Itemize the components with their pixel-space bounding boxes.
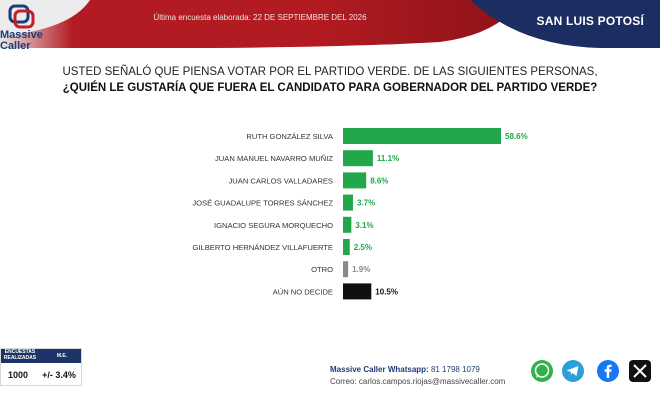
value-label: 3.7% <box>357 199 375 208</box>
whatsapp-icon[interactable] <box>530 359 554 383</box>
surveys-count: 1000 <box>7 370 29 380</box>
sample-table-header: ENCUESTAS REALIZADAS M.E. <box>1 349 81 363</box>
category-label: JUAN MANUEL NAVARRO MUÑIZ <box>215 154 333 163</box>
brand-name: Massive Caller <box>0 30 43 52</box>
bar <box>343 150 373 167</box>
bar-chart: RUTH GONZÁLEZ SILVA 58.6% JUAN MANUEL NAVA… <box>192 128 528 300</box>
category-label: OTRO <box>311 265 333 274</box>
value-label: 10.5% <box>375 287 398 296</box>
value-label: 2.5% <box>354 243 372 252</box>
facebook-icon[interactable] <box>596 359 620 383</box>
value-label: 1.9% <box>352 265 370 274</box>
question-line-2: ¿QUIÉN LE GUSTARÍA QUE FUERA EL CANDIDAT… <box>62 82 598 94</box>
margin-of-error: +/- 3.4% <box>42 370 76 380</box>
question-line-1: USTED SEÑALÓ QUE PIENSA VOTAR POR EL PAR… <box>62 66 598 78</box>
header-background <box>0 0 660 48</box>
massive-caller-logo-icon <box>8 4 35 29</box>
email-address[interactable]: carlos.campos.riojas@massivecaller.com <box>358 377 506 386</box>
category-label: IGNACIO SEGURA MORQUECHO <box>214 221 333 230</box>
x-icon[interactable] <box>628 359 652 383</box>
brand-line-1: Massive <box>0 29 43 41</box>
bar <box>343 172 367 189</box>
category-label: JUAN CARLOS VALLADARES <box>228 176 333 185</box>
value-label: 11.1% <box>377 154 399 163</box>
sample-info-table: ENCUESTAS REALIZADAS M.E. 1000 +/- 3.4% <box>0 348 82 386</box>
category-label: AÚN NO DECIDE <box>273 287 333 296</box>
contact-info: Massive Caller Whatsapp: 81 1798 1079 Co… <box>330 364 505 388</box>
brand-line-2: Caller <box>0 40 31 52</box>
whatsapp-line: Massive Caller Whatsapp: 81 1798 1079 <box>330 364 505 376</box>
category-label: JOSÉ GUADALUPE TORRES SÁNCHEZ <box>192 199 333 208</box>
category-label: GILBERTO HERNÁNDEZ VILLAFUERTE <box>192 243 333 252</box>
bar <box>343 261 349 278</box>
bar <box>343 216 352 233</box>
email-label: Correo: <box>330 377 357 386</box>
surveys-header: ENCUESTAS REALIZADAS <box>3 349 37 361</box>
region-title: SAN LUIS POTOSÍ <box>536 14 644 28</box>
value-label: 8.6% <box>370 176 388 185</box>
whatsapp-label: Massive Caller Whatsapp: <box>330 365 429 374</box>
header-banner: Massive Caller Última encuesta elaborada… <box>0 0 660 52</box>
telegram-icon[interactable] <box>561 359 585 383</box>
value-label: 3.1% <box>355 221 373 230</box>
bar <box>343 283 372 300</box>
last-survey-date: Última encuesta elaborada: 22 DE SEPTIEM… <box>153 13 367 22</box>
bar <box>343 194 353 211</box>
whatsapp-number: 81 1798 1079 <box>430 365 480 374</box>
category-label: RUTH GONZÁLEZ SILVA <box>246 132 334 141</box>
email-line: Correo: carlos.campos.riojas@massivecall… <box>330 376 505 388</box>
value-label: 58.6% <box>505 132 528 141</box>
bar <box>343 128 501 144</box>
margin-header: M.E. <box>56 353 68 359</box>
bar <box>343 239 350 255</box>
